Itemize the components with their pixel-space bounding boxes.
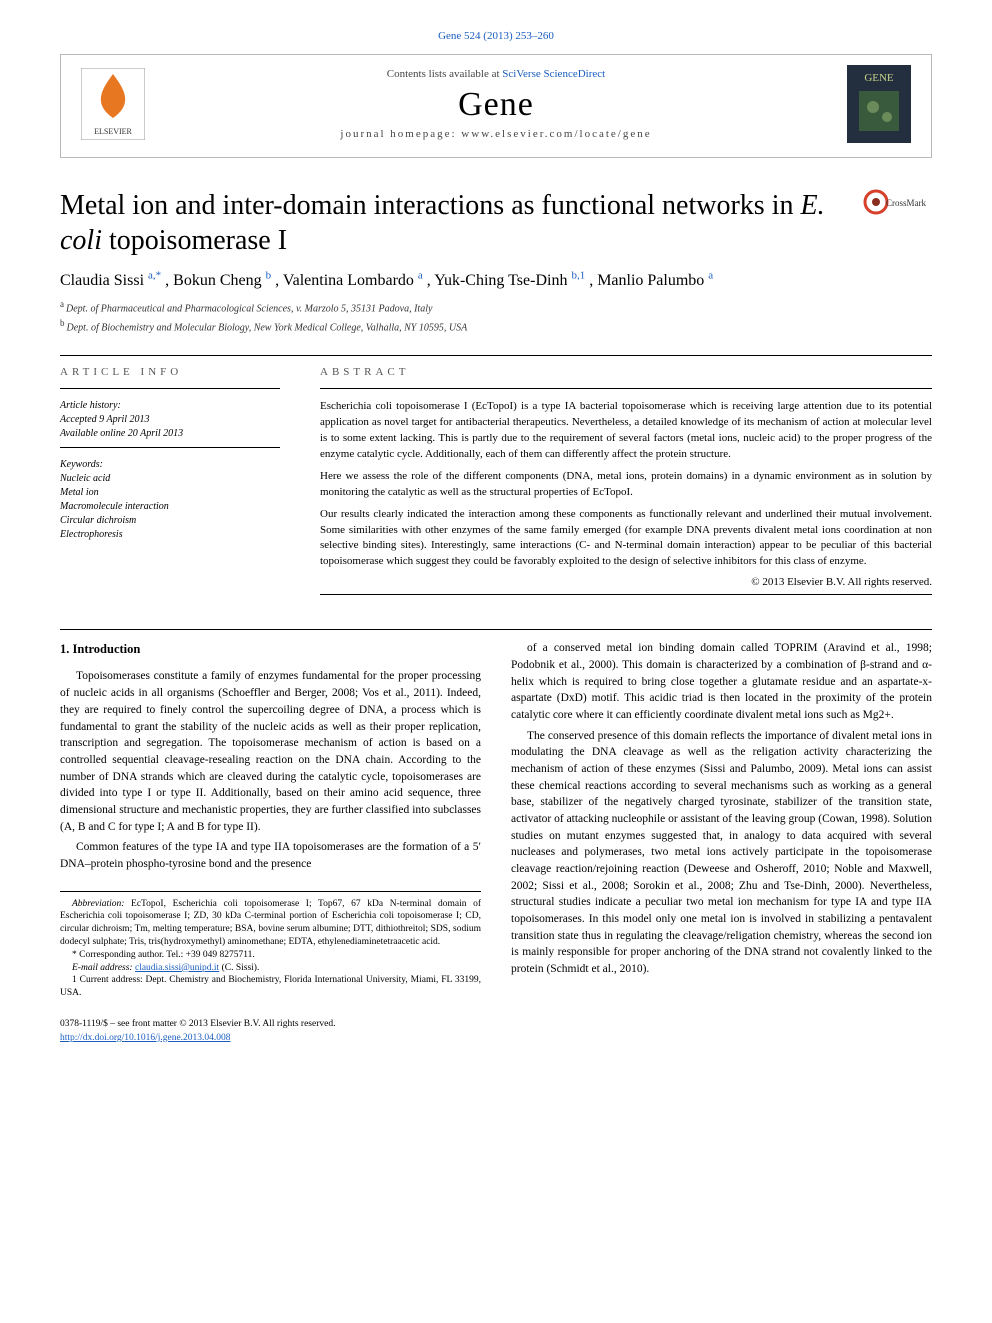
affiliation-row: aDept. of Pharmaceutical and Pharmacolog… [60, 298, 932, 316]
contents-line: Contents lists available at SciVerse Sci… [145, 68, 847, 80]
right-column: of a conserved metal ion binding domain … [511, 640, 932, 1045]
journal-name: Gene [145, 86, 847, 124]
history-item: Available online 20 April 2013 [60, 427, 280, 441]
abstract-copyright: © 2013 Elsevier B.V. All rights reserved… [320, 576, 932, 588]
keyword: Macromolecule interaction [60, 500, 280, 514]
divider [320, 594, 932, 595]
journal-center-block: Contents lists available at SciVerse Sci… [145, 68, 847, 140]
email-link[interactable]: claudia.sissi@unipd.it [135, 963, 219, 973]
affiliations: aDept. of Pharmaceutical and Pharmacolog… [60, 298, 932, 335]
svg-text:ELSEVIER: ELSEVIER [94, 127, 132, 136]
footnotes: Abbreviation: EcTopoI, Escherichia coli … [60, 891, 481, 1001]
abstract-paragraph: Here we assess the role of the different… [320, 469, 932, 501]
divider [60, 629, 932, 630]
keywords-title: Keywords: [60, 458, 280, 472]
author: , Valentina Lombardo a [275, 272, 423, 289]
abstract-paragraph: Escherichia coli topoisomerase I (EcTopo… [320, 399, 932, 463]
abstract-col: ABSTRACT Escherichia coli topoisomerase … [320, 366, 932, 605]
divider [60, 388, 280, 389]
keyword: Circular dichroism [60, 514, 280, 528]
left-column: 1. Introduction Topoisomerases constitut… [60, 640, 481, 1045]
abstract-paragraph: Our results clearly indicated the intera… [320, 507, 932, 571]
svg-text:GENE: GENE [864, 72, 894, 84]
author: , Manlio Palumbo a [589, 272, 713, 289]
keyword: Nucleic acid [60, 472, 280, 486]
abbreviation-footnote: Abbreviation: EcTopoI, Escherichia coli … [60, 898, 481, 949]
body-paragraph: The conserved presence of this domain re… [511, 728, 932, 978]
authors-line: Claudia Sissi a,* , Bokun Cheng b , Vale… [60, 270, 932, 290]
current-address-footnote: 1 Current address: Dept. Chemistry and B… [60, 974, 481, 1000]
author: , Yuk-Ching Tse-Dinh b,1 [427, 272, 585, 289]
author: Claudia Sissi a,* [60, 272, 161, 289]
divider [60, 355, 932, 356]
elsevier-logo: ELSEVIER [81, 68, 145, 140]
journal-header-box: ELSEVIER Contents lists available at Sci… [60, 54, 932, 158]
title-prefix: Metal ion and inter-domain interactions … [60, 190, 800, 221]
affiliation-row: bDept. of Biochemistry and Molecular Bio… [60, 317, 932, 335]
crossmark-badge[interactable]: CrossMark [862, 188, 932, 236]
body-paragraph: Common features of the type IA and type … [60, 839, 481, 872]
bottom-block: 0378-1119/$ – see front matter © 2013 El… [60, 1018, 481, 1046]
keywords-block: Keywords: Nucleic acid Metal ion Macromo… [60, 458, 280, 542]
doi-link[interactable]: http://dx.doi.org/10.1016/j.gene.2013.04… [60, 1033, 231, 1043]
corresponding-author: * Corresponding author. Tel.: +39 049 82… [60, 949, 481, 962]
author: , Bokun Cheng b [165, 272, 271, 289]
main-body: 1. Introduction Topoisomerases constitut… [60, 640, 932, 1045]
divider [60, 447, 280, 448]
body-paragraph: Topoisomerases constitute a family of en… [60, 668, 481, 835]
issn-line: 0378-1119/$ – see front matter © 2013 El… [60, 1018, 481, 1032]
title-suffix: topoisomerase I [102, 225, 287, 256]
sciencedirect-link[interactable]: SciVerse ScienceDirect [502, 68, 605, 80]
header-citation: Gene 524 (2013) 253–260 [60, 30, 932, 42]
body-paragraph: of a conserved metal ion binding domain … [511, 640, 932, 723]
abbrev-text: EcTopoI, Escherichia coli topoisomerase … [60, 899, 481, 947]
article-title: Metal ion and inter-domain interactions … [60, 188, 840, 258]
history-title: Article history: [60, 399, 280, 413]
journal-homepage: journal homepage: www.elsevier.com/locat… [145, 128, 847, 140]
abbrev-label: Abbreviation: [72, 899, 124, 909]
abstract-text: Escherichia coli topoisomerase I (EcTopo… [320, 399, 932, 570]
keyword: Electrophoresis [60, 528, 280, 542]
email-suffix: (C. Sissi). [219, 963, 259, 973]
abstract-label: ABSTRACT [320, 366, 932, 378]
section-heading: 1. Introduction [60, 640, 481, 658]
article-info-label: ARTICLE INFO [60, 366, 280, 378]
history-item: Accepted 9 April 2013 [60, 413, 280, 427]
svg-text:CrossMark: CrossMark [886, 198, 926, 208]
divider [320, 388, 932, 389]
email-label: E-mail address: [72, 963, 135, 973]
keyword: Metal ion [60, 486, 280, 500]
article-history: Article history: Accepted 9 April 2013 A… [60, 399, 280, 441]
contents-prefix: Contents lists available at [387, 68, 502, 80]
email-footnote: E-mail address: claudia.sissi@unipd.it (… [60, 962, 481, 975]
article-info-col: ARTICLE INFO Article history: Accepted 9… [60, 366, 280, 605]
journal-cover-thumb: GENE [847, 65, 911, 143]
